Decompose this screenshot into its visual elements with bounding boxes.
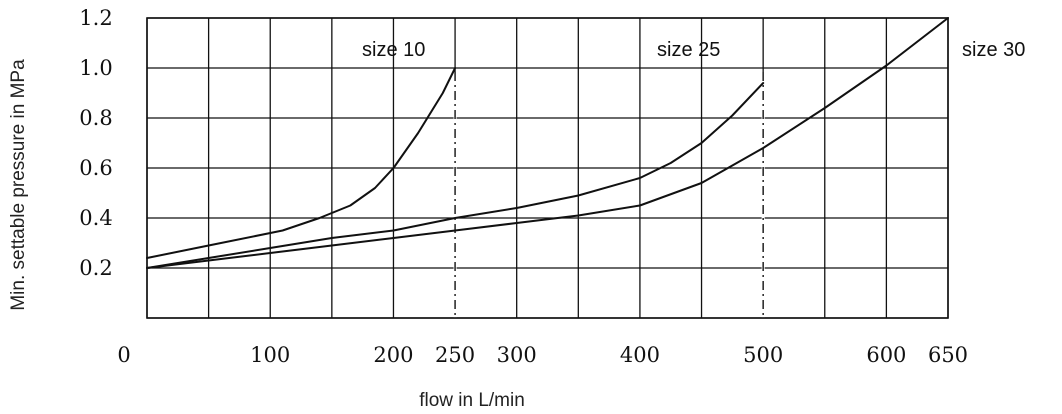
x-tick-label: 500 (743, 343, 783, 367)
dash-marker-layer (453, 72, 765, 318)
x-tick-label: 100 (250, 343, 290, 367)
y-tick-label: 1.0 (79, 56, 112, 80)
series-labels: size 10 size 25 size 30 (362, 39, 1025, 61)
x-tick-labels: 0 100 200 250 300 400 500 600 650 (117, 343, 968, 367)
series-label-size-30: size 30 (962, 39, 1025, 61)
series-line-size-10 (146, 67, 457, 259)
series-layer (146, 17, 949, 269)
x-axis-label: flow in L/min (419, 390, 525, 411)
x-tick-label: 650 (928, 343, 968, 367)
x-tick-label: 0 (117, 343, 130, 367)
y-tick-label: 0.2 (79, 256, 112, 280)
x-tick-label: 200 (373, 343, 413, 367)
y-tick-labels: 0.2 0.4 0.6 0.8 1.0 1.2 (79, 6, 112, 280)
x-tick-label: 600 (866, 343, 906, 367)
y-tick-label: 0.8 (79, 106, 112, 130)
y-tick-label: 1.2 (79, 6, 112, 30)
series-line-size-30 (146, 17, 949, 269)
x-tick-label: 400 (620, 343, 660, 367)
series-label-size-25: size 25 (657, 39, 720, 61)
series-label-size-10: size 10 (362, 39, 425, 61)
y-tick-label: 0.4 (79, 206, 112, 230)
y-axis-label: Min. settable pressure in MPa (8, 59, 29, 311)
grid-layer (146, 17, 949, 319)
y-tick-label: 0.6 (79, 156, 112, 180)
plot-frame (146, 17, 949, 319)
x-tick-label: 250 (435, 343, 475, 367)
series-line-size-25 (146, 82, 765, 269)
x-tick-label: 300 (497, 343, 537, 367)
